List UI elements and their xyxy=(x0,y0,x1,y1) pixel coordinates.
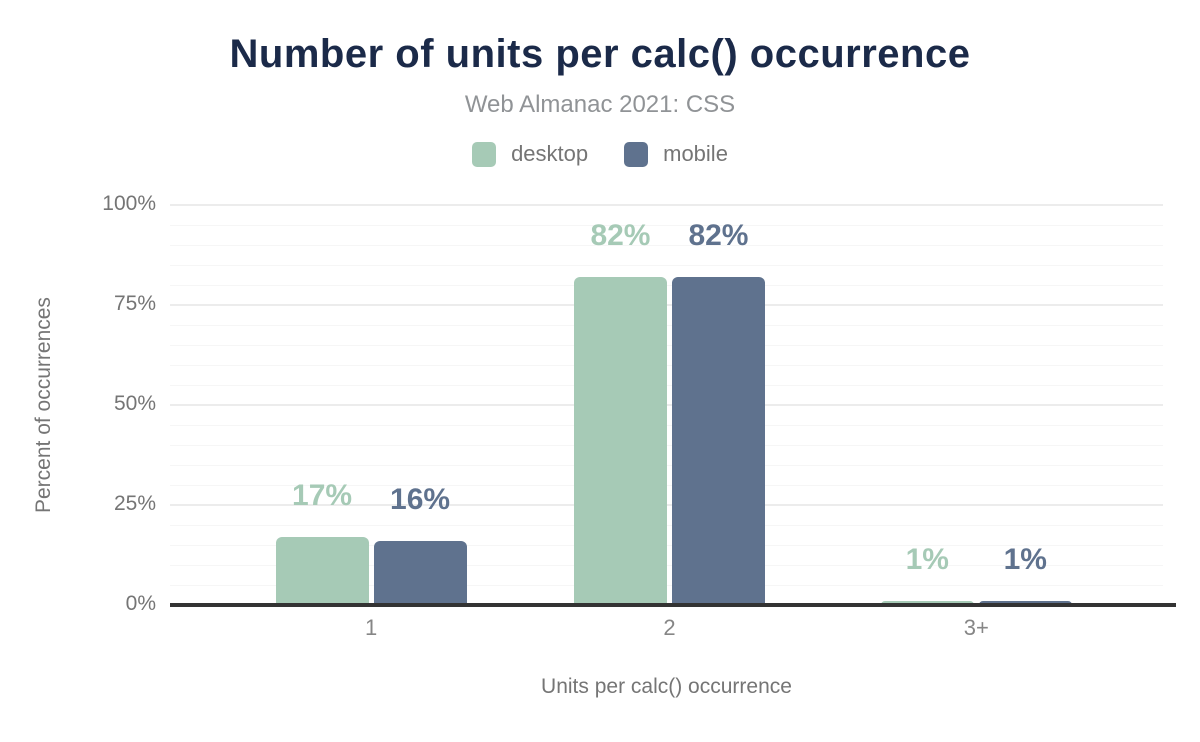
legend-label-mobile: mobile xyxy=(663,141,728,166)
chart-title: Number of units per calc() occurrence xyxy=(229,32,971,76)
gridline-minor xyxy=(170,225,1163,226)
x-tick-label-1: 1 xyxy=(364,615,378,640)
mobile-bar-1[interactable] xyxy=(373,541,467,605)
desktop-value-label-3+: 1% xyxy=(905,543,949,576)
x-tick-label-3+: 3+ xyxy=(963,615,989,640)
chart-subtitle: Web Almanac 2021: CSS xyxy=(464,91,736,118)
bar-group-2 xyxy=(573,277,765,605)
x-tick-label-2: 2 xyxy=(663,615,676,640)
gridline-minor xyxy=(170,245,1163,246)
legend-item-mobile: mobile xyxy=(624,141,728,167)
y-tick-label: 25% xyxy=(113,492,156,515)
desktop-swatch-icon xyxy=(472,141,497,167)
desktop-bar-2[interactable] xyxy=(573,277,667,605)
bar-group-1 xyxy=(275,537,467,605)
desktop-bar-1[interactable] xyxy=(275,537,369,605)
y-tick-label: 50% xyxy=(113,392,156,415)
desktop-value-label-1: 17% xyxy=(292,479,353,512)
x-axis-line xyxy=(170,603,1176,607)
y-tick-label: 100% xyxy=(102,192,156,215)
x-axis-title: Units per calc() occurrence xyxy=(541,675,792,698)
gridline-major xyxy=(170,204,1163,206)
gridline-minor xyxy=(170,265,1163,266)
desktop-value-label-2: 82% xyxy=(590,219,651,252)
y-tick-label: 75% xyxy=(113,292,156,315)
mobile-value-label-3+: 1% xyxy=(1003,543,1047,576)
legend: desktop mobile xyxy=(0,141,1200,167)
mobile-value-label-1: 16% xyxy=(390,483,451,516)
mobile-value-label-2: 82% xyxy=(688,219,749,252)
legend-label-desktop: desktop xyxy=(511,141,589,166)
plot-area: 17% 16% 82% 82% 1% 1% xyxy=(170,204,1176,607)
y-tick-label: 0% xyxy=(125,592,156,615)
legend-item-desktop: desktop xyxy=(472,141,588,167)
mobile-bar-2[interactable] xyxy=(671,277,765,605)
mobile-swatch-icon xyxy=(624,141,649,167)
